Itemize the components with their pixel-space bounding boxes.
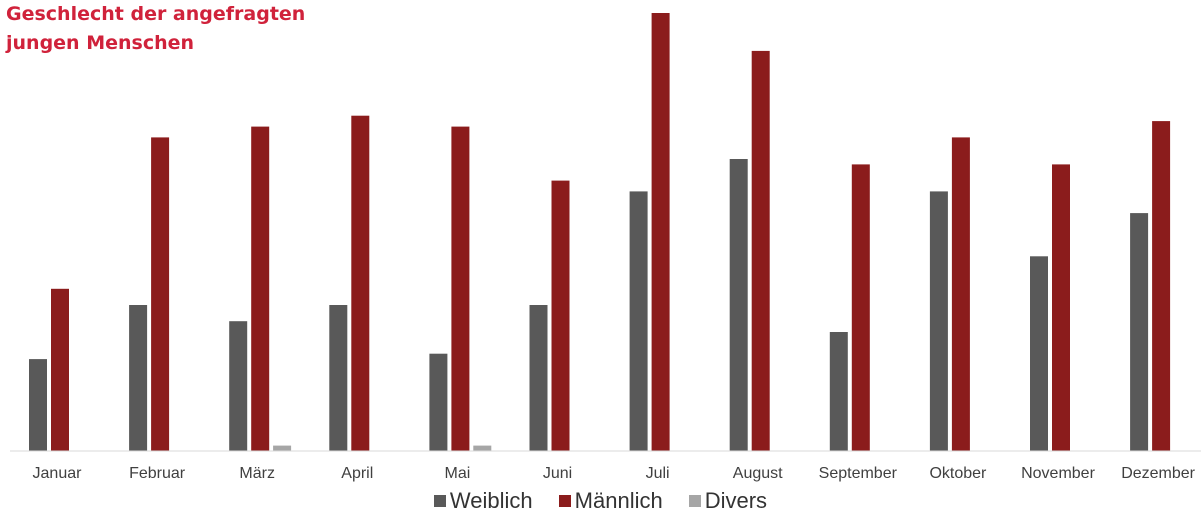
bar-weiblich-2: [229, 321, 247, 451]
x-tick-label-3: April: [341, 465, 373, 482]
bar-maennlich-2: [251, 127, 269, 451]
x-tick-label-7: August: [733, 465, 783, 482]
x-tick-label-2: März: [239, 465, 275, 482]
bar-maennlich-10: [1052, 164, 1070, 451]
bar-weiblich-8: [830, 332, 848, 451]
bar-maennlich-11: [1152, 121, 1170, 451]
x-tick-label-11: Dezember: [1121, 465, 1195, 482]
bar-weiblich-11: [1130, 213, 1148, 451]
bar-weiblich-5: [530, 305, 548, 451]
bar-divers-1: [273, 446, 291, 451]
x-tick-label-5: Juni: [543, 465, 572, 482]
bar-maennlich-1: [151, 137, 169, 451]
legend-item-divers: Divers: [689, 488, 767, 514]
x-tick-label-0: Januar: [33, 465, 83, 482]
bars-group: [29, 13, 1170, 451]
bar-divers-3: [473, 446, 491, 451]
legend-label-divers: Divers: [705, 488, 767, 514]
bar-weiblich-7: [730, 159, 748, 451]
legend-swatch-divers: [689, 495, 701, 507]
legend-swatch-weiblich: [434, 495, 446, 507]
bar-maennlich-4: [451, 127, 469, 451]
bar-weiblich-0: [29, 359, 47, 451]
bar-chart: Januar Februar März April Mai Juni Juli August S…: [0, 0, 1201, 488]
x-tick-label-9: Oktober: [929, 465, 987, 482]
bar-weiblich-9: [930, 191, 948, 451]
legend-label-weiblich: Weiblich: [450, 488, 533, 514]
x-tick-label-1: Februar: [129, 465, 186, 482]
bar-maennlich-6: [652, 13, 670, 451]
bar-weiblich-1: [129, 305, 147, 451]
bar-maennlich-5: [552, 181, 570, 451]
bar-weiblich-6: [630, 191, 648, 451]
x-tick-label-10: November: [1021, 465, 1095, 482]
legend-item-maennlich: Männlich: [559, 488, 663, 514]
bar-maennlich-3: [351, 116, 369, 451]
bar-weiblich-10: [1030, 256, 1048, 451]
legend: Weiblich Männlich Divers: [0, 488, 1201, 514]
x-axis-labels: Januar Februar März April Mai Juni Juli August S…: [33, 465, 1196, 482]
x-tick-label-8: September: [819, 465, 898, 482]
bar-maennlich-9: [952, 137, 970, 451]
bar-weiblich-3: [329, 305, 347, 451]
x-tick-label-6: Juli: [646, 465, 670, 482]
bar-maennlich-7: [752, 51, 770, 451]
bar-weiblich-4: [429, 354, 447, 451]
legend-label-maennlich: Männlich: [575, 488, 663, 514]
legend-item-weiblich: Weiblich: [434, 488, 533, 514]
legend-swatch-maennlich: [559, 495, 571, 507]
bar-maennlich-0: [51, 289, 69, 451]
bar-maennlich-8: [852, 164, 870, 451]
x-tick-label-4: Mai: [445, 465, 471, 482]
